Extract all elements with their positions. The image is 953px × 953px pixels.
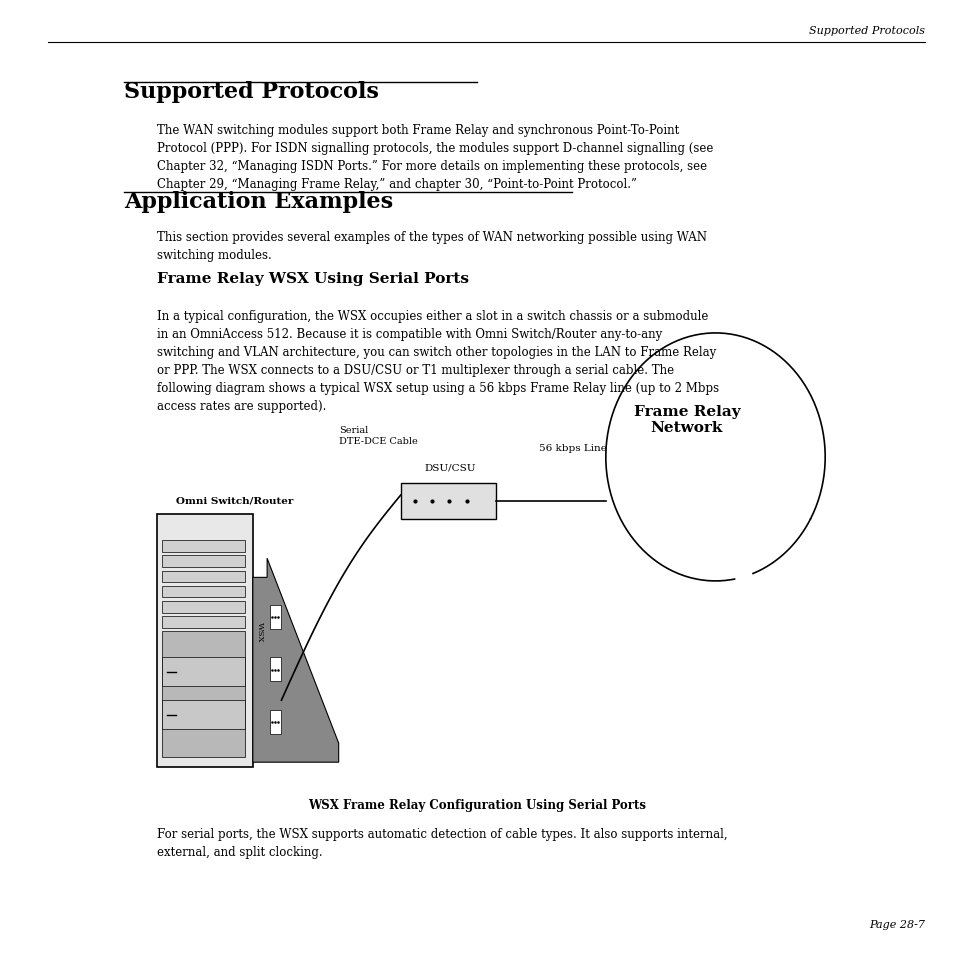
Bar (162, 658, 245, 686)
Bar (162, 632, 245, 758)
Bar (162, 700, 245, 729)
Text: Supported Protocols: Supported Protocols (124, 81, 378, 103)
Text: Frame Relay
Network: Frame Relay Network (633, 404, 740, 435)
Bar (270, 710, 281, 734)
Bar (162, 617, 245, 628)
FancyBboxPatch shape (157, 515, 253, 767)
Text: WSX Frame Relay Configuration Using Serial Ports: WSX Frame Relay Configuration Using Seri… (308, 799, 645, 812)
Bar (270, 658, 281, 681)
Text: The WAN switching modules support both Frame Relay and synchronous Point-To-Poin: The WAN switching modules support both F… (157, 124, 713, 191)
Bar (162, 556, 245, 567)
Text: 56 kbps Line: 56 kbps Line (538, 444, 606, 453)
Bar (162, 601, 245, 613)
Text: Serial
DTE-DCE Cable: Serial DTE-DCE Cable (338, 426, 417, 445)
Text: In a typical configuration, the WSX occupies either a slot in a switch chassis o: In a typical configuration, the WSX occu… (157, 310, 719, 413)
Text: Omni Switch/Router: Omni Switch/Router (176, 497, 294, 505)
Bar (162, 540, 245, 552)
Text: Page 28-7: Page 28-7 (868, 920, 924, 929)
Bar (270, 605, 281, 629)
Bar (162, 586, 245, 598)
Bar (400, 483, 496, 519)
Text: Supported Protocols: Supported Protocols (808, 27, 924, 36)
Text: Frame Relay WSX Using Serial Ports: Frame Relay WSX Using Serial Ports (157, 272, 469, 286)
Text: For serial ports, the WSX supports automatic detection of cable types. It also s: For serial ports, the WSX supports autom… (157, 827, 727, 858)
Text: DSU/CSU: DSU/CSU (424, 463, 476, 472)
Text: Application Examples: Application Examples (124, 191, 393, 213)
Text: This section provides several examples of the types of WAN networking possible u: This section provides several examples o… (157, 231, 707, 261)
Bar (162, 571, 245, 582)
Polygon shape (253, 558, 338, 762)
Text: WSX: WSX (256, 621, 264, 642)
